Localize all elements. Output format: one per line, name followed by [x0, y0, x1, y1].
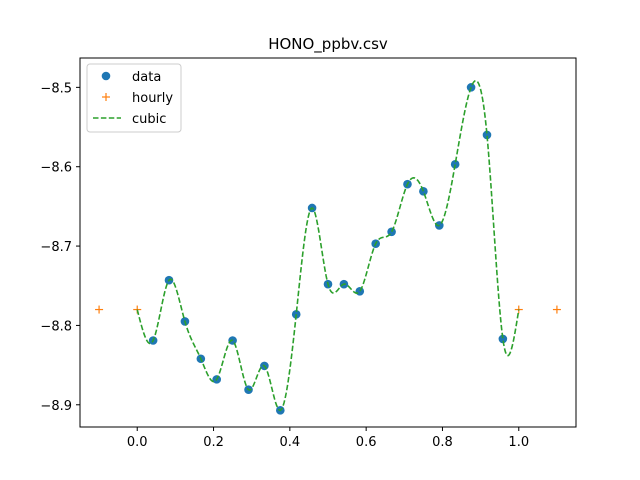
x-tick-label: 0.8: [432, 435, 453, 450]
legend: data hourly cubic: [86, 63, 182, 133]
y-tick-label: −8.9: [40, 399, 72, 414]
y-tick-label: −8.6: [40, 161, 72, 176]
data-point: [450, 160, 460, 169]
data-point: [355, 287, 365, 296]
x-tick-label: 0.4: [280, 435, 301, 450]
legend-label: cubic: [132, 112, 166, 127]
x-tick-label: 0.6: [356, 435, 377, 450]
data-point: [498, 334, 508, 344]
plot-area: [95, 79, 561, 415]
x-tick-label: 0.0: [127, 435, 148, 450]
hourly-point: [95, 305, 104, 314]
y-tick-label: −8.5: [40, 81, 72, 96]
axes-frame: [79, 57, 577, 428]
y-axis: −8.9 −8.8 −8.7 −8.6 −8.5: [40, 81, 80, 414]
chart-title: HONO_ppbv.csv: [268, 35, 388, 54]
legend-label: hourly: [132, 91, 173, 106]
cubic-series-line: [136, 79, 520, 412]
y-tick-label: −8.7: [40, 240, 72, 255]
hourly-point: [552, 305, 561, 314]
data-point: [482, 130, 492, 140]
data-point: [419, 187, 428, 196]
legend-label: data: [132, 70, 161, 85]
x-tick-label: 0.2: [203, 435, 224, 450]
y-tick-label: −8.8: [40, 319, 72, 334]
x-tick-label: 1.0: [508, 435, 529, 450]
legend-marker-data: [101, 71, 111, 81]
x-axis: 0.0 0.2 0.4 0.6 0.8 1.0: [127, 427, 529, 450]
legend-box: [86, 63, 182, 133]
